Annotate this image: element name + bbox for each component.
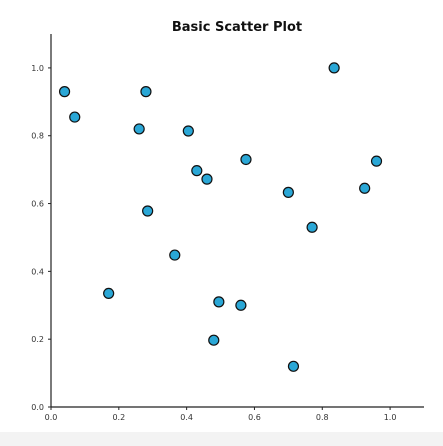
- y-tick-label: 0.8: [31, 132, 44, 141]
- x-tick-label: 1.0: [384, 413, 397, 422]
- scatter-point: [140, 86, 152, 98]
- y-tick-label: 1.0: [31, 64, 44, 73]
- chart-title: Basic Scatter Plot: [172, 20, 302, 35]
- y-tick-label: 0.6: [31, 200, 44, 209]
- scatter-point: [191, 165, 203, 177]
- scatter-point: [306, 221, 318, 233]
- ticks: 0.0 0.2 0.4 0.6 0.8 1.0 0.0 0.2 0.4 0.6 0.8 1.0: [31, 64, 396, 422]
- scatter-point: [58, 86, 71, 98]
- x-tick-label: 0.2: [112, 413, 125, 422]
- scatter-point: [240, 153, 252, 166]
- scatter-point: [182, 125, 194, 137]
- scatter-point: [287, 360, 300, 372]
- scatter-point: [133, 123, 145, 135]
- x-tick-label: 0.8: [316, 413, 329, 422]
- scatter-point: [69, 111, 81, 123]
- scatter-point: [235, 299, 247, 311]
- scatter-point: [213, 296, 225, 308]
- data-points: [58, 62, 383, 372]
- bottom-band: [0, 432, 443, 446]
- scatter-point: [142, 205, 154, 217]
- scatter-point: [328, 62, 340, 74]
- y-tick-label: 0.0: [31, 403, 44, 412]
- x-tick-label: 0.0: [45, 413, 58, 422]
- scatter-point: [208, 334, 220, 346]
- x-tick-label: 0.4: [180, 413, 193, 422]
- scatter-point: [370, 155, 383, 167]
- x-tick-label: 0.6: [248, 413, 261, 422]
- scatter-point: [359, 182, 371, 194]
- y-tick-label: 0.2: [31, 335, 44, 344]
- scatter-point: [282, 186, 294, 198]
- scatter-point: [169, 249, 181, 261]
- y-tick-label: 0.4: [31, 267, 44, 276]
- scatter-point: [201, 173, 213, 185]
- axes: [50, 34, 424, 408]
- scatter-point: [103, 287, 115, 300]
